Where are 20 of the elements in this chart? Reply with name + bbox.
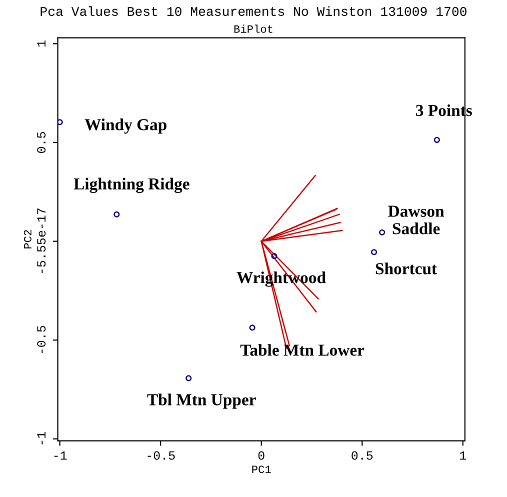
x-tick-label: 0.5 [352, 451, 373, 460]
x-axis-title: PC1 [252, 466, 271, 474]
x-tick-label: 1 [460, 451, 466, 460]
x-tick-label: -1 [54, 451, 67, 460]
y-tick-label: -1 [37, 432, 46, 444]
annotation: Dawson Saddle [388, 206, 444, 234]
annotation: Lightning Ridge [74, 178, 190, 194]
y-tick-label: 0.5 [37, 132, 46, 153]
annotation: Shortcut [376, 262, 437, 274]
annotation: Windy Gap [84, 118, 166, 134]
chart-title: Pca Values Best 10 Measurements No Winston 131009 1700 [40, 6, 466, 16]
annotation: Table Mtn Lower [240, 344, 364, 356]
y-tick-label: 1 [37, 40, 46, 47]
x-tick-label: -0.5 [148, 451, 175, 460]
y-axis-title: PC2 [24, 230, 32, 248]
chart-subtitle: BiPlot [234, 24, 272, 33]
annotation: Tbl Mtn Upper [147, 394, 256, 409]
y-tick-label: -0.5 [37, 326, 46, 354]
y-tick-label: -5.55e-17 [37, 208, 46, 273]
x-tick-label: 0 [258, 451, 264, 460]
